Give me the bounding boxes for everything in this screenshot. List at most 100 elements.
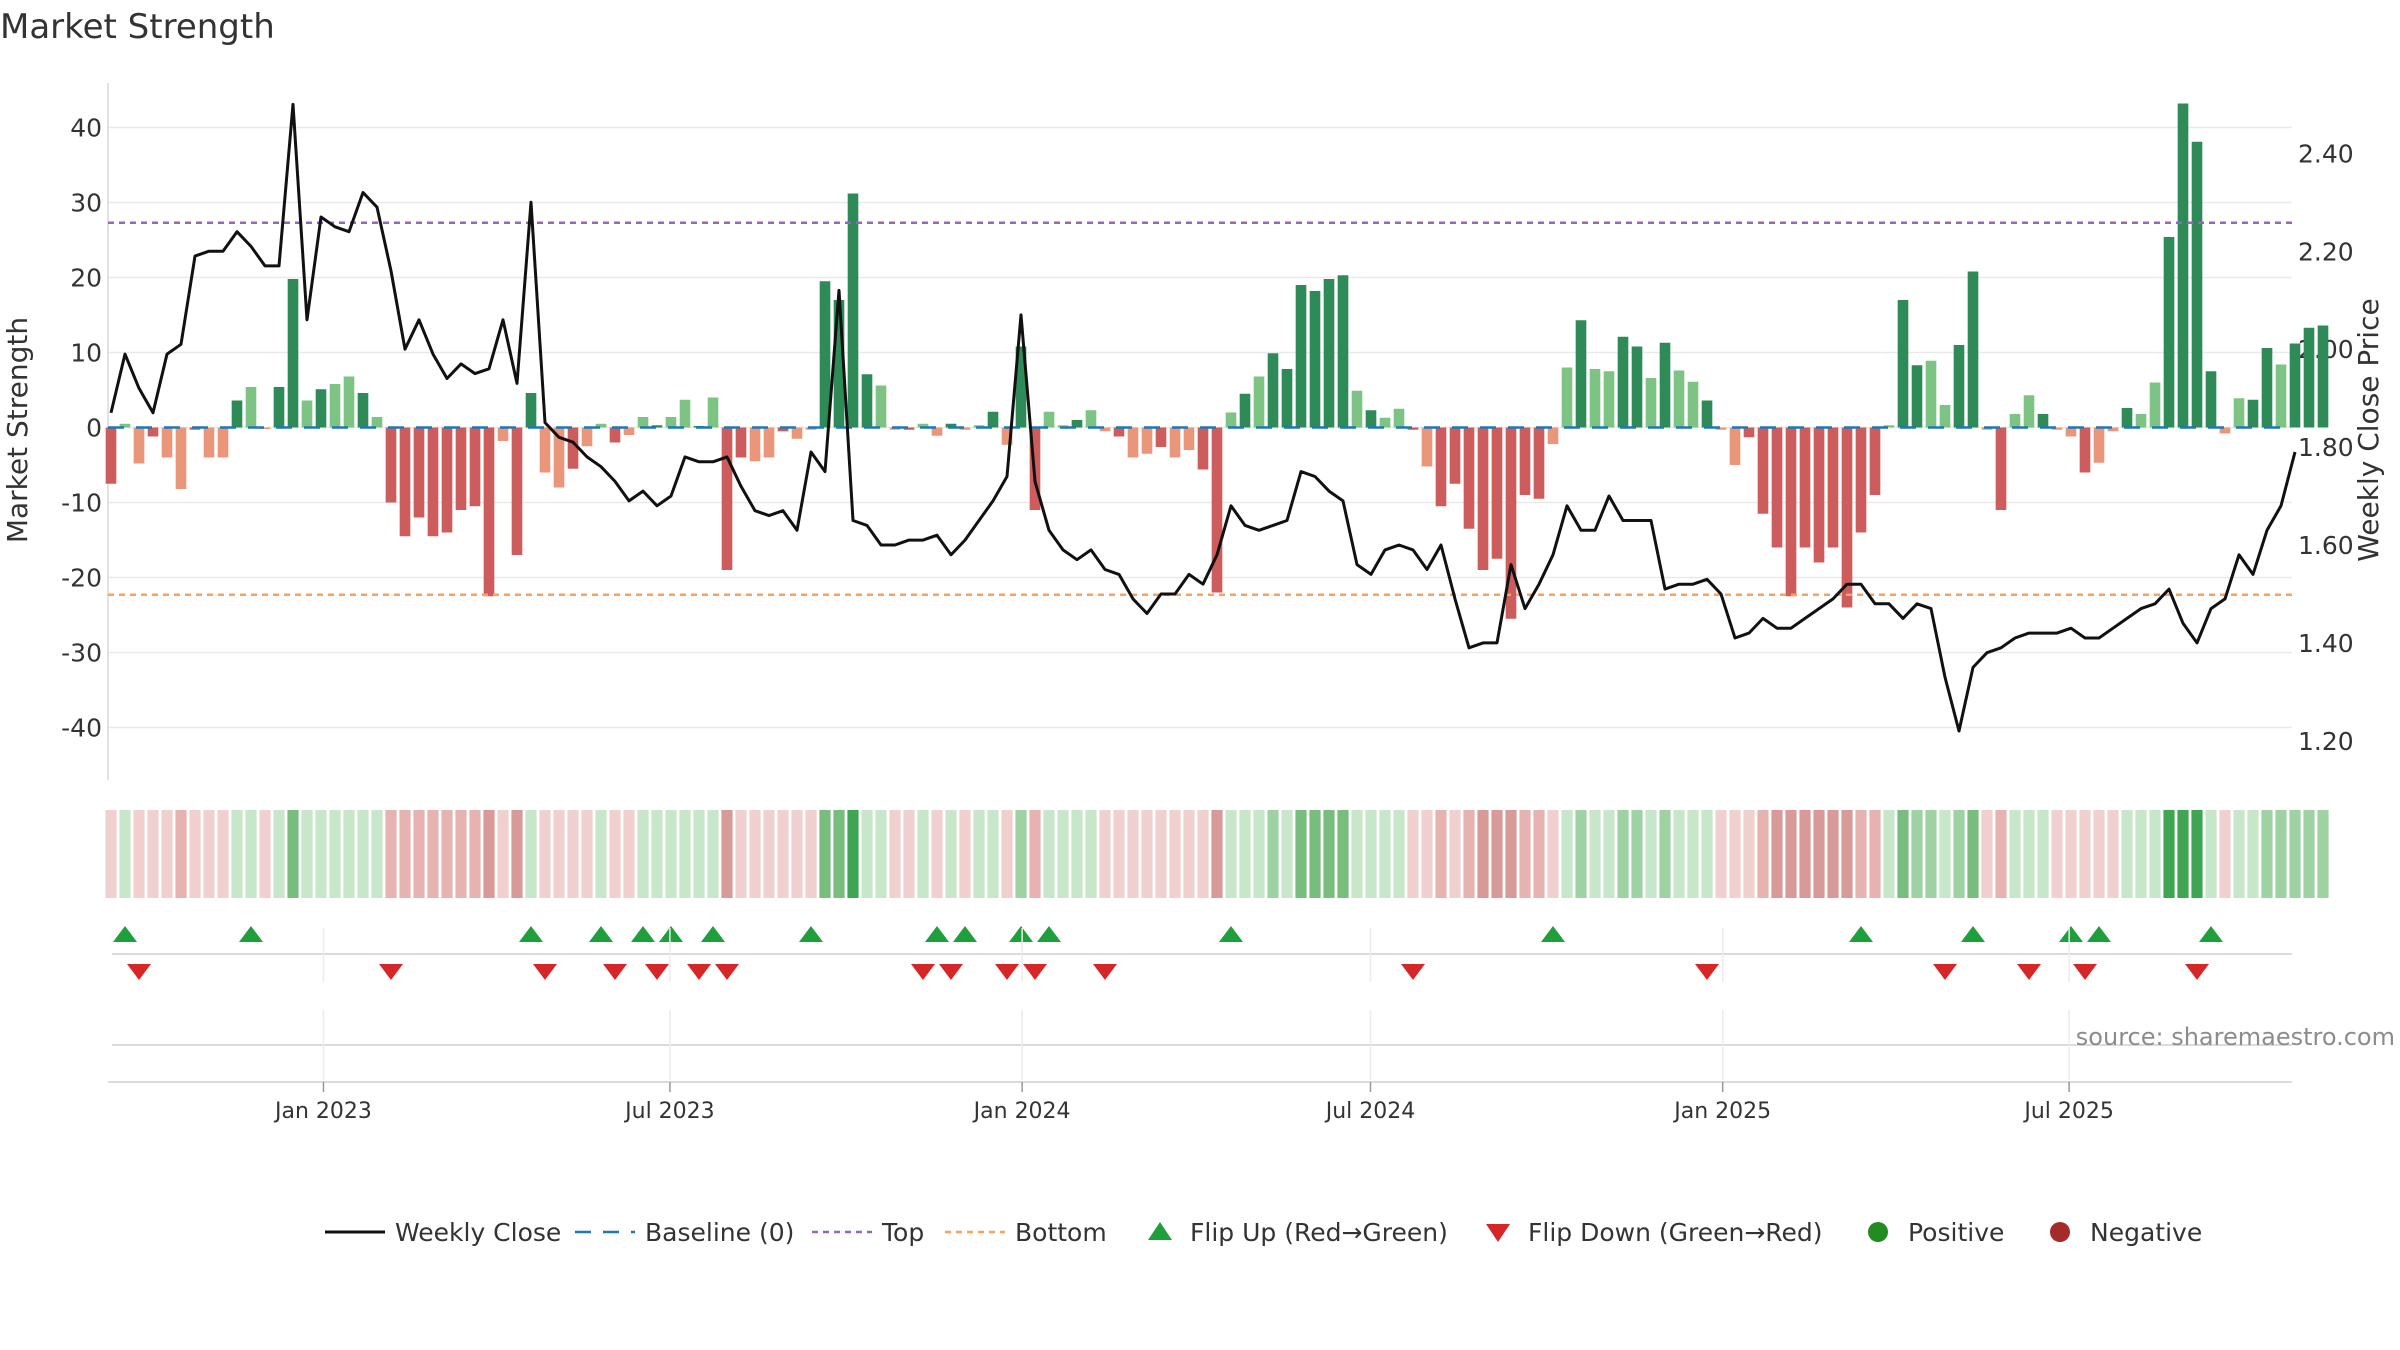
heat-cell: [539, 810, 551, 898]
heat-cell: [1715, 810, 1727, 898]
strength-bar: [2107, 427, 2119, 432]
strength-bar: [2233, 398, 2245, 428]
heat-cell: [1729, 810, 1741, 898]
strength-bar: [1827, 427, 1839, 548]
heat-cell: [301, 810, 313, 898]
strength-bar: [1071, 420, 1083, 428]
strength-bar: [1701, 400, 1713, 428]
y-tick-label: -20: [61, 564, 102, 593]
strength-bar: [861, 374, 873, 428]
strength-bar: [1127, 427, 1139, 458]
heat-cell: [1533, 810, 1545, 898]
strength-bar: [833, 300, 845, 428]
strength-bar: [1757, 427, 1769, 514]
heat-cell: [483, 810, 495, 898]
x-axis: Jan 2023 Jul 2023 Jan 2024 Jul 2024 Jan 2025…: [108, 928, 2292, 1124]
heat-cell: [1659, 810, 1671, 898]
strength-bar: [1561, 367, 1573, 428]
flip-up-marker: [2059, 926, 2083, 942]
heat-cell: [595, 810, 607, 898]
flip-down-marker: [1695, 964, 1719, 980]
heat-cell: [1477, 810, 1489, 898]
source-note: source: sharemaestro.com: [2076, 1023, 2395, 1051]
y-tick-label: -40: [61, 714, 102, 743]
strength-bar: [413, 427, 425, 518]
strength-bar: [917, 423, 929, 428]
heat-cell: [1197, 810, 1209, 898]
strength-bar: [1197, 427, 1209, 470]
strength-bar: [1911, 365, 1923, 428]
heat-cell: [833, 810, 845, 898]
heat-cell: [581, 810, 593, 898]
strength-bar: [455, 427, 467, 510]
strength-bar: [1855, 427, 1867, 533]
heat-cell: [2023, 810, 2035, 898]
strength-bar: [1995, 427, 2007, 510]
heat-cell: [931, 810, 943, 898]
strength-bar: [161, 427, 173, 458]
x-tick-label: Jul 2025: [2022, 1099, 2114, 1124]
heat-cell: [2205, 810, 2217, 898]
flip-up-marker: [925, 926, 949, 942]
strength-bar: [1771, 427, 1783, 548]
heat-cell: [385, 810, 397, 898]
heat-cell: [693, 810, 705, 898]
strength-bar: [1687, 381, 1699, 428]
heat-cell: [119, 810, 131, 898]
heat-cell: [1113, 810, 1125, 898]
heat-cell: [973, 810, 985, 898]
strength-bar: [2009, 414, 2021, 428]
strength-bar: [147, 427, 159, 437]
heat-cell: [2191, 810, 2203, 898]
heat-cell: [2247, 810, 2259, 898]
heat-cell: [357, 810, 369, 898]
x-tick-label: Jan 2025: [1672, 1099, 1771, 1124]
heat-cell: [1365, 810, 1377, 898]
strength-bar: [1785, 427, 1797, 597]
heat-cell: [315, 810, 327, 898]
legend-entry-label: Positive: [1908, 1218, 2004, 1247]
heat-cell: [679, 810, 691, 898]
heat-cell: [1519, 810, 1531, 898]
heat-cell: [2065, 810, 2077, 898]
strength-bar: [1309, 291, 1321, 428]
heat-cell: [1995, 810, 2007, 898]
heat-cell: [1827, 810, 1839, 898]
strength-bar: [105, 427, 117, 484]
heat-cell: [917, 810, 929, 898]
heat-cell: [1911, 810, 1923, 898]
heat-cell: [1925, 810, 1937, 898]
strength-bar: [637, 417, 649, 428]
flip-markers: [112, 926, 2292, 980]
heat-cell: [2037, 810, 2049, 898]
heat-cell: [763, 810, 775, 898]
strength-bar: [651, 425, 663, 428]
strength-bar: [1729, 427, 1741, 465]
legend-swatch-positive: [1868, 1222, 1888, 1242]
heat-cell: [637, 810, 649, 898]
heat-cell: [553, 810, 565, 898]
heat-cell: [413, 810, 425, 898]
y-tick-label: -30: [61, 639, 102, 668]
weekly-close-line: [109, 102, 2297, 733]
legend-swatch-flip-down: [1486, 1224, 1510, 1242]
flip-up-marker: [659, 926, 683, 942]
legend-entry-label: Bottom: [1015, 1218, 1107, 1247]
heat-cell: [1183, 810, 1195, 898]
heat-cell: [1967, 810, 1979, 898]
heat-cell: [959, 810, 971, 898]
flip-up-marker: [1961, 926, 1985, 942]
strength-bar: [1547, 427, 1559, 444]
heat-cell: [1253, 810, 1265, 898]
strength-bar: [945, 423, 957, 428]
strength-bar: [1519, 427, 1531, 495]
heat-cell: [2177, 810, 2189, 898]
heat-cell: [1855, 810, 1867, 898]
strength-bar: [2023, 395, 2035, 428]
strength-bar: [217, 427, 229, 458]
strength-bar: [441, 427, 453, 533]
strength-bar: [357, 393, 369, 428]
flip-down-marker: [1093, 964, 1117, 980]
flip-down-marker: [939, 964, 963, 980]
